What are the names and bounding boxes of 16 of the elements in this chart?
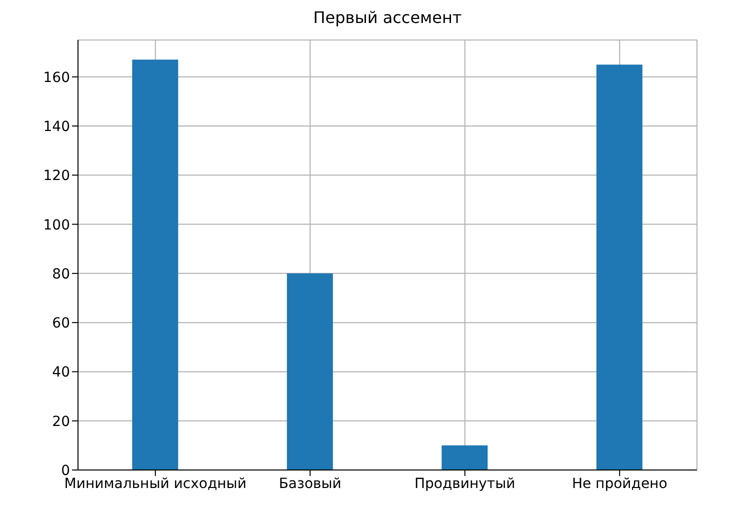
y-tick-label: 60 [52, 316, 70, 332]
bar [442, 445, 488, 470]
y-tick-label: 160 [43, 70, 70, 86]
y-tick-label: 120 [43, 168, 70, 184]
bar [286, 273, 333, 470]
x-tick-label: Базовый [278, 476, 342, 492]
y-tick-label: 100 [43, 217, 70, 234]
bar [132, 60, 178, 470]
y-tick-label: 20 [52, 414, 70, 430]
bar [596, 64, 642, 470]
y-tick-label: 40 [52, 364, 70, 381]
chart-title: Первый ассемент [312, 8, 463, 29]
x-tick-label: Продвинутый [414, 476, 516, 492]
y-tick-label: 80 [52, 266, 70, 282]
x-tick-label: Не пройдено [572, 476, 668, 492]
y-tick-label: 140 [43, 118, 70, 135]
